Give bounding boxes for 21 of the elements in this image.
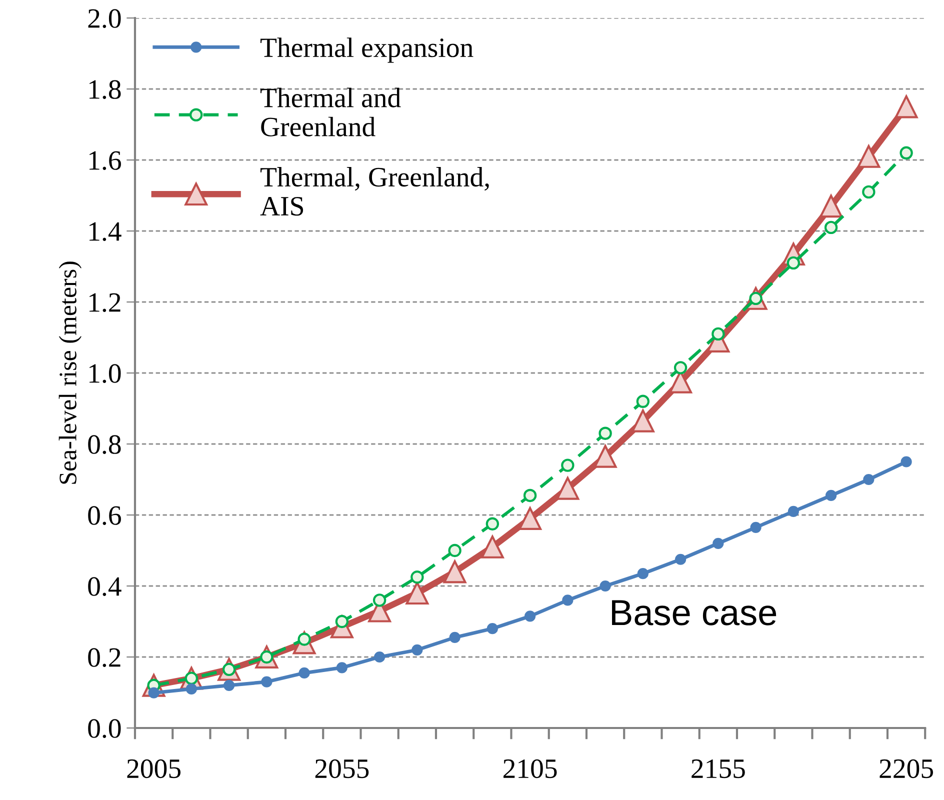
y-tick-label: 0.0 — [88, 719, 121, 738]
y-tick-label: 1.0 — [90, 364, 121, 384]
x-tick-label: 2055 — [315, 759, 369, 778]
legend-label: Thermal and Greenland — [260, 88, 401, 136]
y-tick-label: 1.2 — [90, 293, 120, 312]
x-tick-label: 2105 — [504, 759, 557, 778]
y-tick-label: 1.4 — [90, 222, 122, 242]
y-tick-label: 1.8 — [90, 80, 121, 100]
y-tick-label: 0.8 — [88, 435, 121, 454]
y-tick-label: 1.6 — [90, 151, 121, 170]
x-tick-label: 2205 — [880, 759, 933, 778]
y-tick-label: 2.0 — [88, 9, 121, 28]
x-tick-label: 2155 — [692, 759, 745, 778]
y-axis-title: Sea-level rise (meters) — [58, 262, 82, 484]
y-tick-label: 0.6 — [88, 506, 121, 526]
y-tick-label: 0.2 — [88, 648, 120, 668]
y-tick-label: 0.4 — [88, 577, 122, 596]
x-tick-label: 2005 — [127, 759, 180, 778]
legend-label: Thermal, Greenland, AIS — [260, 167, 489, 216]
legend-label: Thermal expansion — [260, 38, 474, 63]
annotation: Base case — [612, 600, 776, 626]
